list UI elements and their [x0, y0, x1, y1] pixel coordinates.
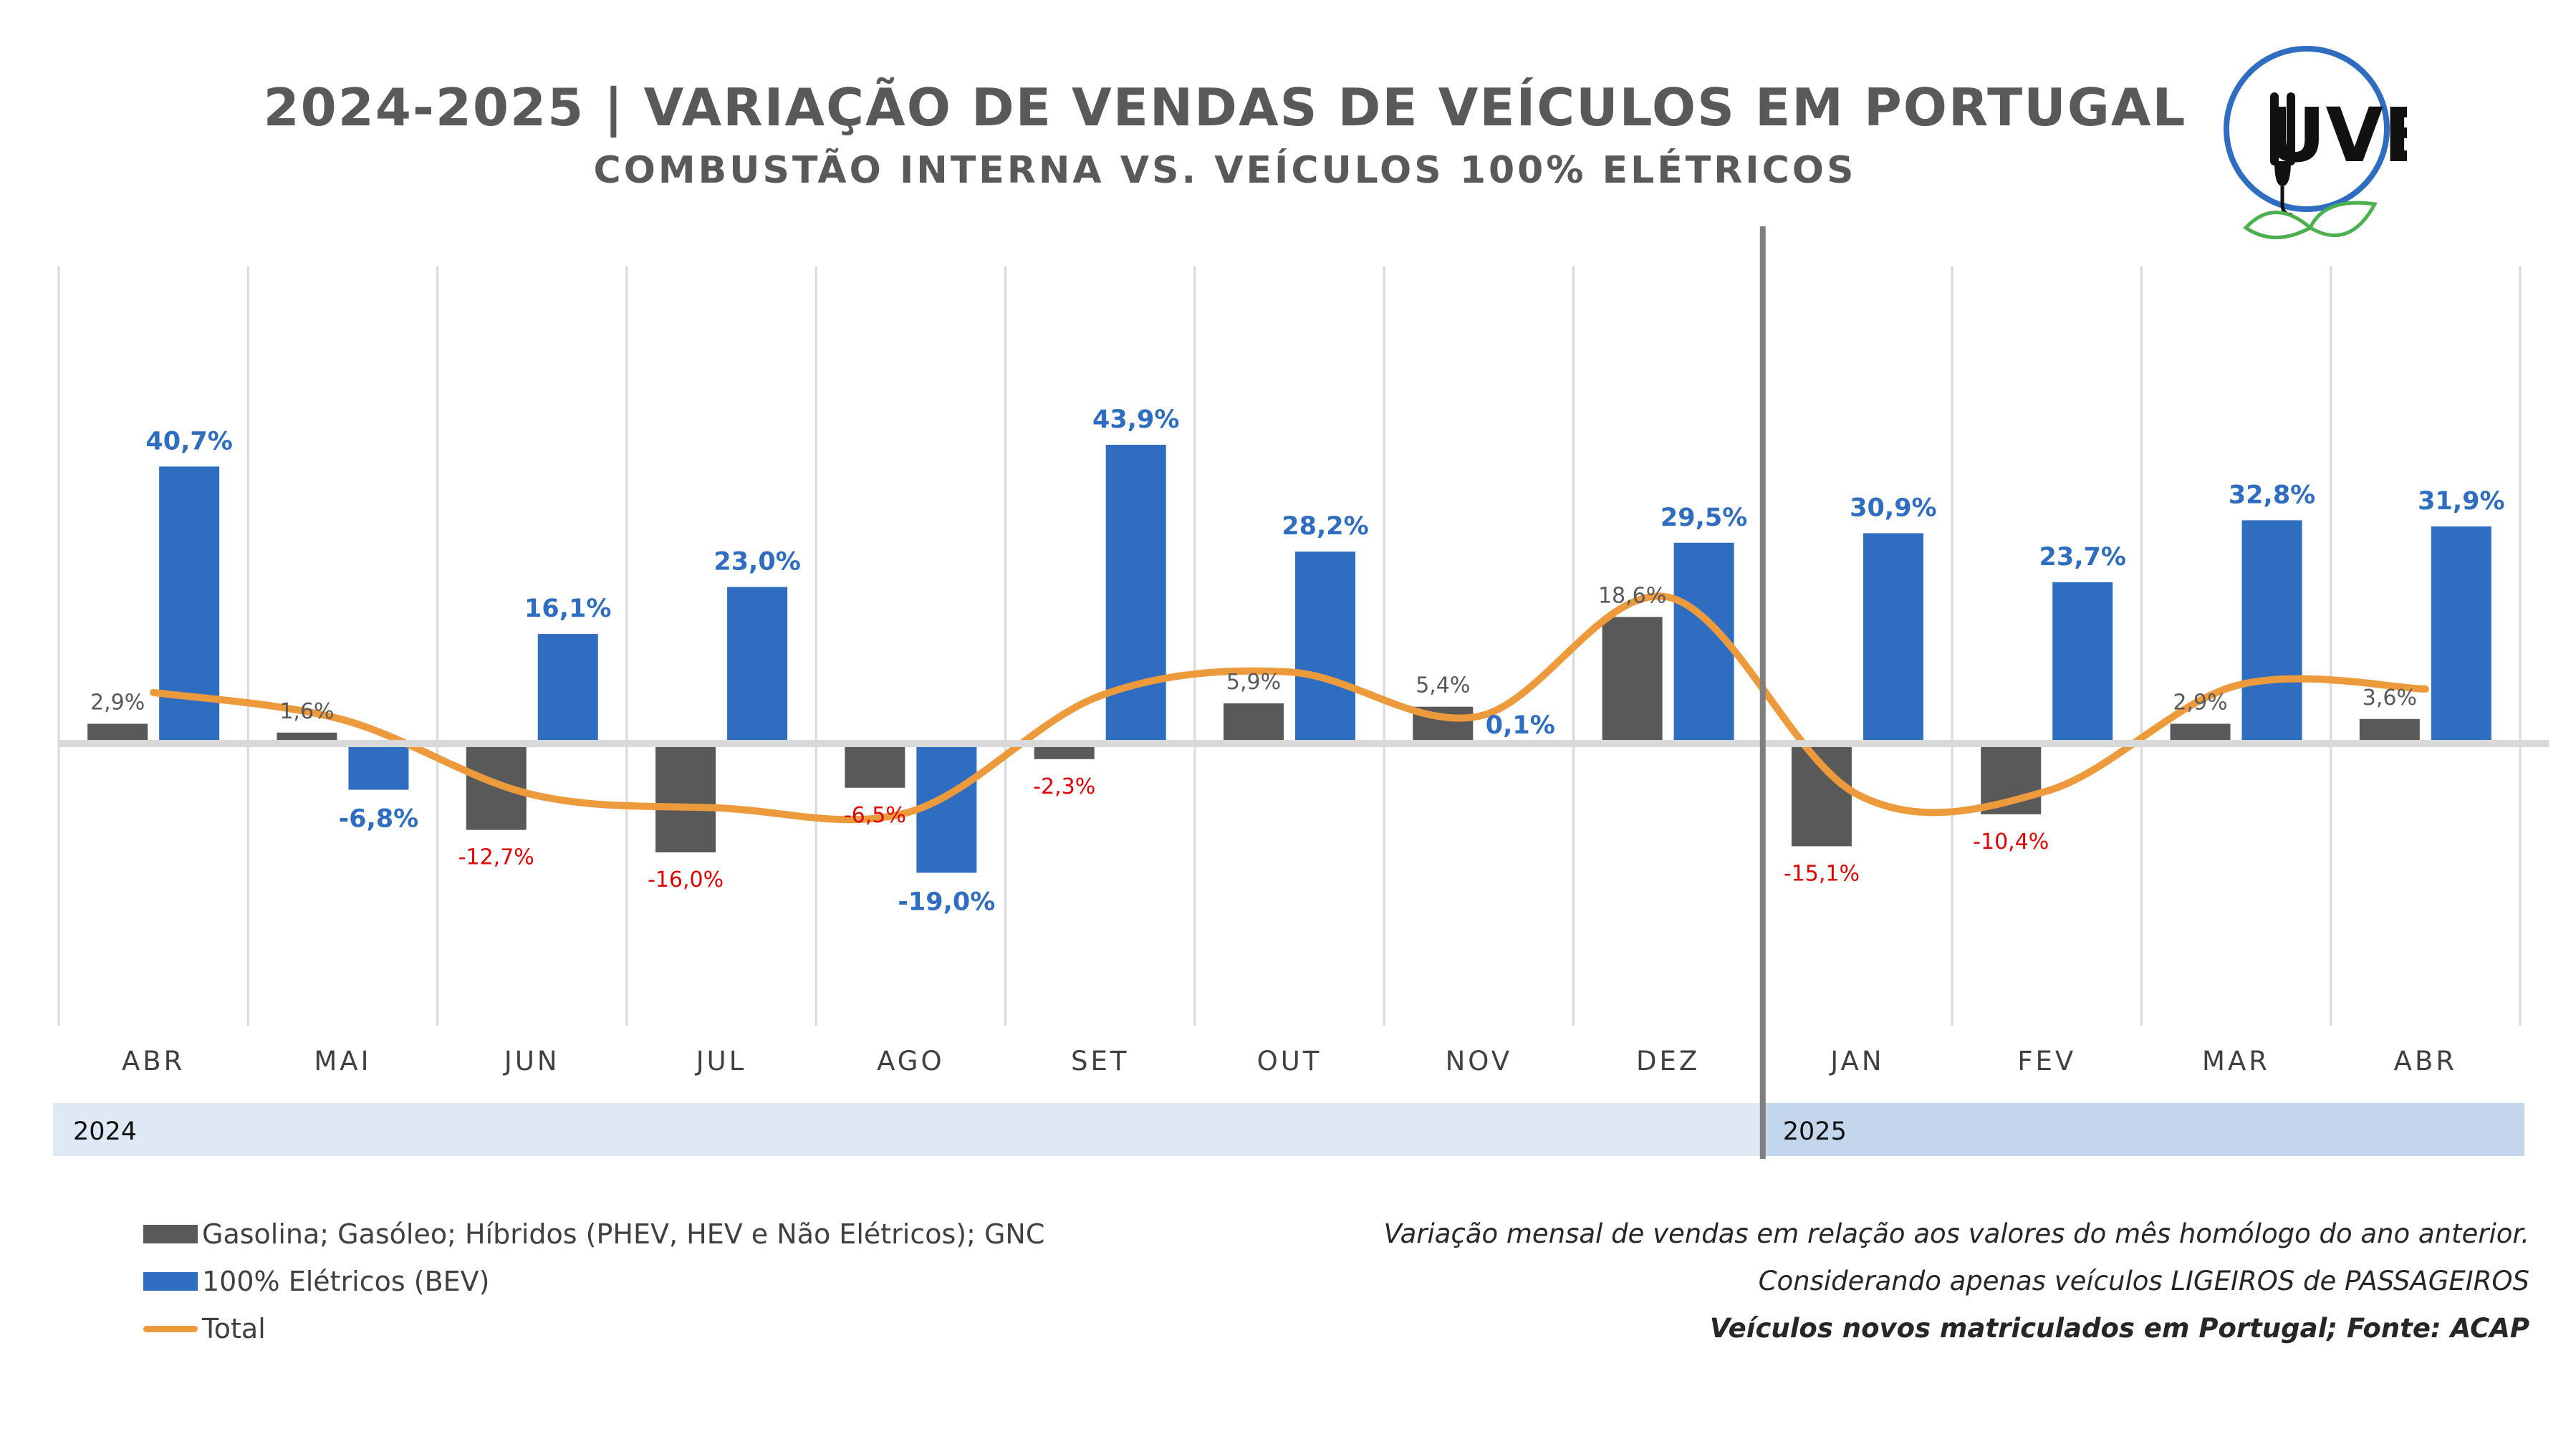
- note-line-3: Veículos novos matriculados em Portugal;…: [1709, 1313, 2529, 1344]
- x-axis: ABR MAI JUN JUL AGO SET OUT NOV DEZ JAN FEV MAR ABR: [59, 740, 2549, 1077]
- year-label: 2025: [1783, 1117, 1847, 1146]
- x-tick-label: JUL: [695, 1046, 747, 1077]
- bar-bev: [348, 743, 409, 790]
- bar-gasoline: [1602, 617, 1663, 743]
- legend-item-gasoline: Gasolina; Gasóleo; Híbridos (PHEV, HEV e…: [143, 1210, 1044, 1258]
- bar-bev: [2241, 520, 2302, 743]
- bar-gasoline: [1791, 743, 1852, 847]
- x-tick-label: NOV: [1446, 1046, 1512, 1077]
- data-label-gasoline: 18,6%: [1598, 583, 1666, 608]
- bars: [87, 444, 2491, 873]
- data-label-gasoline: 1,6%: [279, 699, 334, 724]
- data-labels: 2,9% 40,7% 1,6% -6,8% -12,7% 16,1% -16,0% 23,0%…: [90, 405, 2505, 917]
- note-line-2: Considerando apenas veículos LIGEIROS de…: [1758, 1266, 2529, 1296]
- total-line-path: [150, 592, 2429, 824]
- x-tick-label: OUT: [1257, 1046, 1322, 1077]
- legend-swatch-gray: [143, 1225, 198, 1243]
- data-label-gasoline: 3,6%: [2363, 685, 2417, 711]
- legend-label: Total: [202, 1313, 266, 1344]
- chart-notes: Variação mensal de vendas em relação aos…: [1384, 1210, 2529, 1352]
- total-line: [150, 592, 2429, 824]
- bar-gasoline: [1224, 703, 1284, 743]
- x-tick-label: MAR: [2202, 1046, 2270, 1077]
- bar-gasoline: [845, 743, 905, 788]
- data-label-bev: -6,8%: [339, 805, 419, 834]
- bar-gasoline: [1034, 743, 1095, 759]
- data-label-bev: 23,0%: [713, 548, 800, 577]
- data-label-bev: -19,0%: [898, 888, 995, 917]
- data-label-bev: 0,1%: [1486, 711, 1555, 740]
- data-label-gasoline: 2,9%: [90, 690, 145, 715]
- data-label-gasoline: -15,1%: [1784, 861, 1860, 886]
- legend-item-total: Total: [143, 1305, 1044, 1352]
- data-label-gasoline: -6,5%: [844, 803, 906, 828]
- grid-lines: [57, 266, 2522, 1026]
- note-line-1: Variação mensal de vendas em relação aos…: [1383, 1218, 2529, 1249]
- data-label-gasoline: -2,3%: [1033, 774, 1095, 799]
- legend: Gasolina; Gasóleo; Híbridos (PHEV, HEV e…: [143, 1210, 1044, 1352]
- legend-label: Gasolina; Gasóleo; Híbridos (PHEV, HEV e…: [202, 1218, 1045, 1250]
- year-bands: 2024 2025: [53, 226, 2524, 1159]
- data-label-bev: 31,9%: [2418, 487, 2504, 516]
- data-label-gasoline: 5,9%: [1226, 670, 1281, 695]
- legend-item-bev: 100% Elétricos (BEV): [143, 1258, 1044, 1305]
- data-label-bev: 23,7%: [2039, 543, 2126, 572]
- legend-swatch-line: [143, 1325, 198, 1332]
- data-label-bev: 28,2%: [1282, 512, 1368, 541]
- x-tick-label: FEV: [2017, 1046, 2076, 1077]
- data-label-bev: 29,5%: [1661, 504, 1747, 532]
- year-band: [1762, 1103, 2524, 1156]
- chart-subtitle: COMBUSTÃO INTERNA VS. VEÍCULOS 100% ELÉT…: [593, 149, 1857, 192]
- bar-gasoline: [2359, 718, 2420, 743]
- bar-bev: [2431, 526, 2491, 743]
- bar-bev: [1863, 533, 1923, 743]
- data-label-bev: 43,9%: [1092, 405, 1179, 434]
- bar-bev: [2052, 582, 2113, 743]
- uve-logo: UVE: [2224, 46, 2407, 239]
- x-tick-label: AGO: [877, 1046, 944, 1077]
- logo-text: UVE: [2265, 92, 2407, 179]
- data-label-bev: 16,1%: [524, 595, 611, 623]
- data-label-bev: 32,8%: [2229, 481, 2315, 509]
- legend-swatch-blue: [143, 1272, 198, 1291]
- bar-bev: [1295, 552, 1355, 743]
- year-band: [53, 1103, 1767, 1156]
- data-label-gasoline: -16,0%: [648, 867, 724, 892]
- x-tick-label: JAN: [1829, 1046, 1884, 1077]
- data-label-gasoline: 5,4%: [1416, 673, 1470, 698]
- data-label-gasoline: -10,4%: [1973, 829, 2049, 855]
- legend-label: 100% Elétricos (BEV): [202, 1266, 490, 1297]
- x-tick-label: MAI: [314, 1046, 371, 1077]
- bar-bev: [537, 634, 598, 743]
- x-tick-label: JUN: [503, 1046, 560, 1077]
- bar-gasoline: [655, 743, 716, 852]
- bar-bev: [1105, 444, 1166, 743]
- chart-title: 2024-2025 | VARIAÇÃO DE VENDAS DE VEÍCUL…: [263, 77, 2187, 138]
- year-label: 2024: [73, 1117, 137, 1146]
- data-label-gasoline: -12,7%: [458, 845, 534, 870]
- x-tick-label: ABR: [2394, 1046, 2457, 1077]
- data-label-bev: 30,9%: [1850, 494, 1936, 522]
- x-tick-label: ABR: [122, 1046, 185, 1077]
- data-label-bev: 40,7%: [145, 427, 232, 456]
- x-tick-label: SET: [1071, 1046, 1129, 1077]
- x-tick-label: DEZ: [1636, 1046, 1700, 1077]
- data-label-gasoline: 2,9%: [2173, 690, 2227, 715]
- bar-bev: [727, 587, 788, 743]
